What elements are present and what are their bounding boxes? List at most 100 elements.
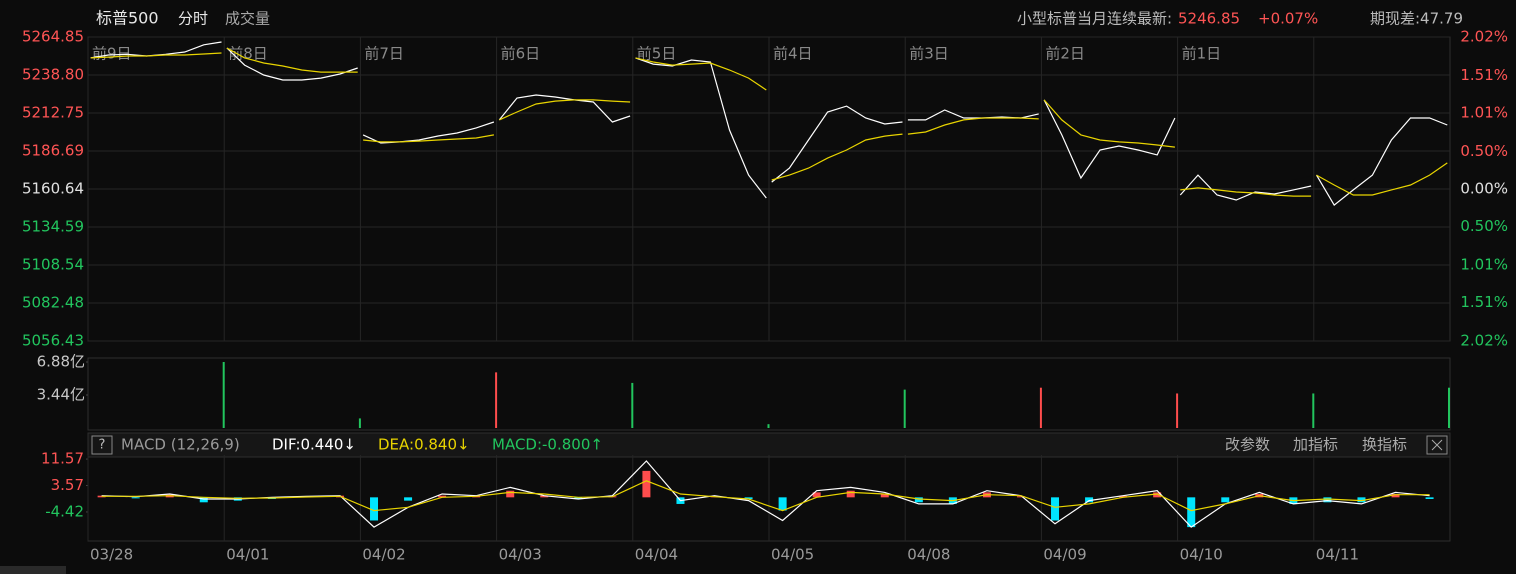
- y-tick-label: 5134.59: [22, 217, 84, 235]
- y-tick-label: -4.42: [45, 502, 84, 520]
- macd-bar: [880, 494, 889, 498]
- y-tick-label: 5108.54: [22, 255, 84, 273]
- help-icon-glyph: ?: [99, 438, 106, 453]
- volume-bar: [1039, 387, 1042, 428]
- y-tick-label: 3.57: [51, 476, 84, 494]
- session-label: 前9日: [92, 45, 132, 63]
- dea-label: DEA:0.840↓: [378, 436, 470, 454]
- macd-bar: [1187, 497, 1196, 528]
- close-glyph: [1431, 439, 1443, 451]
- scrollbar: [0, 566, 66, 574]
- macd-label: MACD:-0.800↑: [492, 436, 603, 454]
- x-tick-label: 04/10: [1180, 546, 1223, 564]
- volume-bar: [222, 362, 225, 428]
- session-label: 前4日: [773, 45, 813, 63]
- macd-bar: [778, 497, 787, 511]
- macd-bar: [744, 497, 753, 499]
- session-label: 前8日: [228, 45, 268, 63]
- session-label: 前7日: [364, 45, 404, 63]
- y2-tick-label: 0.50%: [1460, 142, 1508, 160]
- y-tick-label: 5186.69: [22, 142, 84, 160]
- quote-change: +0.07%: [1258, 10, 1318, 28]
- close-button[interactable]: [1426, 435, 1448, 455]
- tab[interactable]: 分时: [178, 10, 208, 28]
- basis: 期现差:47.79: [1370, 10, 1463, 28]
- y2-tick-label: 2.02%: [1460, 332, 1508, 350]
- macd-bar: [131, 497, 140, 499]
- macd-bar: [540, 495, 549, 498]
- macd-bar: [438, 495, 447, 498]
- button[interactable]: 改参数: [1225, 436, 1270, 454]
- quote-price: 5246.85: [1178, 10, 1240, 28]
- volume-bar: [1176, 393, 1179, 428]
- macd-line: [101, 460, 1430, 528]
- quote-label: 小型标普当月连续最新:: [1017, 10, 1172, 28]
- indicator-bar: [87, 432, 1451, 458]
- x-tick-label: 04/08: [907, 546, 950, 564]
- volume-bar: [767, 424, 770, 428]
- x-tick-label: 04/05: [771, 546, 814, 564]
- y2-tick-label: 2.02%: [1460, 28, 1508, 46]
- macd-bar: [1323, 497, 1332, 503]
- y2-tick-label: 0.00%: [1460, 180, 1508, 198]
- y-tick-label: 3.44亿: [37, 386, 85, 404]
- macd-bar: [1425, 497, 1434, 499]
- indicator-name[interactable]: MACD (12,26,9): [121, 436, 240, 454]
- y2-tick-label: 1.51%: [1460, 66, 1508, 84]
- volume-bar: [358, 418, 361, 428]
- x-tick-label: 04/01: [226, 546, 269, 564]
- y2-tick-label: 0.50%: [1460, 217, 1508, 235]
- price-line: [90, 47, 1448, 197]
- macd-bar: [1016, 496, 1025, 498]
- help-icon[interactable]: [91, 435, 113, 455]
- macd-bar: [1119, 496, 1128, 498]
- x-tick-label: 03/28: [90, 546, 133, 564]
- macd-bar: [812, 492, 821, 498]
- y-tick-label: 6.88亿: [37, 353, 85, 371]
- x-tick-label: 04/09: [1043, 546, 1086, 564]
- tab[interactable]: 成交量: [225, 10, 270, 28]
- y-tick-label: 5082.48: [22, 294, 84, 312]
- macd-bar: [1391, 494, 1400, 498]
- volume-bar: [1312, 393, 1315, 428]
- y-tick-label: 11.57: [41, 450, 84, 468]
- volume-bar: [1448, 387, 1450, 428]
- instrument-title: 标普500: [96, 9, 159, 28]
- macd-bar: [1357, 497, 1366, 503]
- y-tick-label: 5238.80: [22, 65, 84, 83]
- y-tick-label: 5264.85: [22, 28, 84, 46]
- macd-bar: [370, 497, 379, 521]
- macd-bar: [404, 497, 413, 501]
- volume-bar: [631, 382, 634, 428]
- x-tick-label: 04/03: [499, 546, 542, 564]
- y2-tick-label: 1.01%: [1460, 256, 1508, 274]
- macd-bar: [846, 490, 855, 498]
- session-label: 前3日: [909, 45, 949, 63]
- macd-bar: [506, 490, 515, 498]
- y-tick-label: 5212.75: [22, 103, 84, 121]
- macd-bar: [199, 497, 208, 503]
- macd-bar: [1051, 497, 1060, 521]
- x-tick-label: 04/04: [635, 546, 678, 564]
- session-label: 前1日: [1182, 45, 1222, 63]
- y-tick-label: 5160.64: [22, 180, 84, 198]
- button[interactable]: 换指标: [1362, 436, 1407, 454]
- macd-line: [101, 480, 1430, 512]
- macd-bar: [574, 497, 583, 499]
- macd-bar: [1221, 497, 1230, 503]
- button[interactable]: 加指标: [1293, 436, 1338, 454]
- volume-bar: [495, 372, 498, 428]
- macd-bar: [914, 497, 923, 503]
- session-label: 前2日: [1045, 45, 1085, 63]
- macd-bar: [642, 470, 651, 498]
- session-label: 前5日: [637, 45, 677, 63]
- macd-bar: [1153, 492, 1162, 498]
- volume-bar: [903, 389, 906, 428]
- dif-label: DIF:0.440↓: [272, 436, 356, 454]
- x-tick-label: 04/11: [1316, 546, 1359, 564]
- y2-tick-label: 1.51%: [1460, 293, 1508, 311]
- session-label: 前6日: [501, 45, 541, 63]
- y2-tick-label: 1.01%: [1460, 104, 1508, 122]
